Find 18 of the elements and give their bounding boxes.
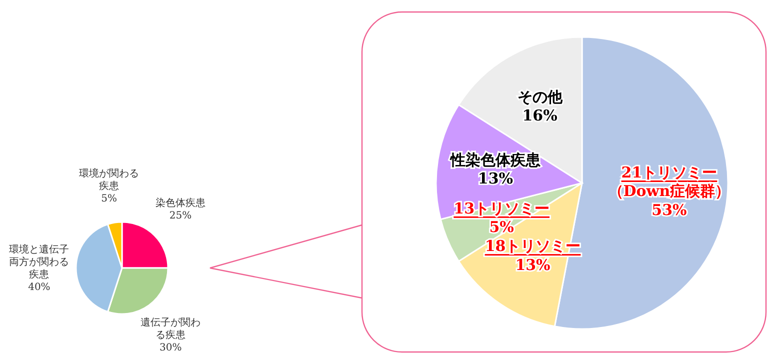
slice-label: 18トリソミー <box>484 237 581 256</box>
data-label: 30% <box>160 342 182 353</box>
data-label: 53% <box>652 200 687 219</box>
data-label: 13% <box>478 170 514 188</box>
slice-label: 環境と遺伝子両方が関わる疾患 <box>9 242 70 280</box>
data-label: 13% <box>515 256 550 274</box>
slice-label: 13トリソミー <box>454 199 550 218</box>
data-label: 40% <box>28 281 50 292</box>
data-label: 5% <box>101 193 117 204</box>
data-label: 5% <box>489 218 514 236</box>
data-label: 25% <box>169 210 192 222</box>
slice-label: 染色体疾患 <box>156 196 206 209</box>
slice-label: 21トリソミー（Down症候群） <box>608 163 730 200</box>
data-label: 16% <box>522 106 558 125</box>
slice-label: 環境が関わる疾患 <box>79 167 140 192</box>
slice-label: 性染色体疾患 <box>449 150 542 169</box>
slice-label: 遺伝子が関わる疾患 <box>140 316 201 340</box>
slice-label: その他 <box>517 88 564 106</box>
